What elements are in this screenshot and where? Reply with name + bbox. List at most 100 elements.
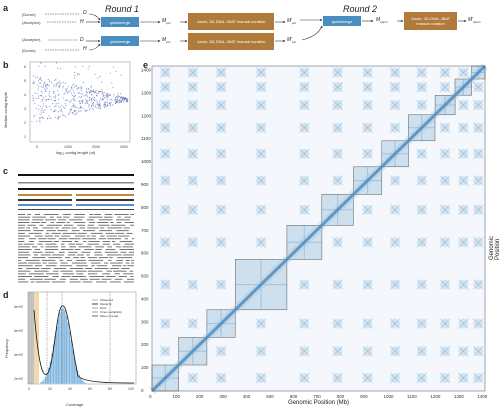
scatter-point xyxy=(53,92,55,94)
centromere-cross xyxy=(255,175,267,186)
scatter-point xyxy=(90,100,93,102)
interchromosomal-signal xyxy=(473,122,484,133)
centromere-cross xyxy=(332,99,344,111)
scatter-point xyxy=(86,94,88,96)
read-segment xyxy=(18,249,32,250)
read-segment xyxy=(87,227,99,229)
x-tick-label: 900 xyxy=(360,394,368,399)
centromere-cross xyxy=(389,318,401,329)
scatter-point xyxy=(93,98,95,100)
read-segment xyxy=(27,224,36,226)
centromere-cross xyxy=(187,81,199,93)
centromere-cross xyxy=(472,236,484,248)
centromere-cross xyxy=(298,81,310,93)
scatter-point xyxy=(101,81,103,83)
read-segment xyxy=(45,219,56,221)
read-segment xyxy=(29,238,37,240)
centromere-cross xyxy=(332,345,344,357)
read-segment xyxy=(130,214,134,215)
centromere-cross xyxy=(298,279,310,290)
centromere-cross xyxy=(215,204,227,216)
scatter-point xyxy=(59,116,61,118)
interchromosomal-signal xyxy=(390,318,401,329)
interchromosomal-signal xyxy=(187,67,198,78)
read-segment xyxy=(61,235,71,237)
curation-box-3: Juicer, 3D-DNA, JBAT manual curation xyxy=(404,12,457,30)
scatter-point xyxy=(87,100,89,102)
centromere-cross xyxy=(215,99,227,111)
read-segment xyxy=(18,265,33,267)
scatter-point xyxy=(48,92,50,94)
scatter-point xyxy=(73,77,76,79)
legend-label: Model fit xyxy=(100,302,112,306)
centromere-cross xyxy=(187,175,199,186)
scatter-point xyxy=(115,95,118,98)
scatter-point xyxy=(92,104,94,106)
read-segment xyxy=(87,257,98,259)
scatter-point xyxy=(58,80,60,82)
scatter-point xyxy=(95,105,97,107)
interchromosomal-signal xyxy=(332,67,343,78)
centromere-cross xyxy=(255,318,267,329)
centromere-cross xyxy=(159,204,171,216)
centromere-cross xyxy=(187,67,199,78)
x-tick-label: 600 xyxy=(290,394,298,399)
scatter-point xyxy=(57,117,59,119)
centromere-cross xyxy=(187,67,199,78)
centromere-cross xyxy=(255,122,267,134)
interchromosomal-signal xyxy=(473,175,484,186)
scatter-point xyxy=(124,97,126,99)
centromere-cross xyxy=(472,175,484,186)
interchromosomal-signal xyxy=(216,67,227,78)
scatter-point xyxy=(109,104,111,106)
scatter-point xyxy=(78,96,80,98)
read-segment xyxy=(106,235,117,237)
scatter-point xyxy=(101,93,103,95)
m-pm-1: Mpm xyxy=(162,18,171,25)
scatter-point xyxy=(83,107,85,109)
read-segment xyxy=(89,214,94,215)
centromere-cross xyxy=(362,204,373,216)
scatter-point xyxy=(44,109,46,111)
scatter-point xyxy=(79,100,81,102)
centromere-cross xyxy=(159,99,171,111)
centromere-cross xyxy=(298,148,310,160)
interchromosomal-signal xyxy=(458,175,469,186)
read-segment xyxy=(56,216,62,218)
centromere-cross xyxy=(159,67,171,78)
scatter-point xyxy=(39,113,41,115)
interchromosomal-signal xyxy=(416,346,427,357)
read-segment xyxy=(114,273,120,275)
centromere-cross xyxy=(187,372,199,384)
histogram-bar xyxy=(81,380,84,385)
read-segment xyxy=(87,270,103,272)
centromere-cross xyxy=(362,204,373,216)
scatter-point xyxy=(40,76,42,79)
read-segment xyxy=(91,265,95,267)
scatter-point xyxy=(43,81,45,83)
scatter-point xyxy=(55,105,57,107)
read-segment xyxy=(86,254,90,256)
scatter-point xyxy=(88,104,90,106)
scatter-point xyxy=(43,83,45,85)
centromere-cross xyxy=(298,279,310,290)
scatter-point xyxy=(58,93,60,95)
centromere-cross xyxy=(458,122,469,134)
scatter-point xyxy=(76,88,78,90)
read-segment xyxy=(40,254,51,256)
centromere-cross xyxy=(362,318,373,329)
read-segment xyxy=(59,265,73,267)
read-segment xyxy=(48,262,58,264)
scatter-point xyxy=(46,106,48,108)
centromere-cross xyxy=(187,175,199,186)
read-segment xyxy=(124,243,134,245)
scatter-point xyxy=(65,100,67,102)
scatter-point xyxy=(32,97,35,99)
scatter-point xyxy=(54,99,56,102)
centromere-cross xyxy=(458,236,469,248)
scatter-point xyxy=(96,103,98,105)
scatter-point xyxy=(90,91,93,93)
scatter-point xyxy=(39,82,41,84)
scatter-point xyxy=(73,100,75,102)
centromere-cross xyxy=(332,122,344,134)
